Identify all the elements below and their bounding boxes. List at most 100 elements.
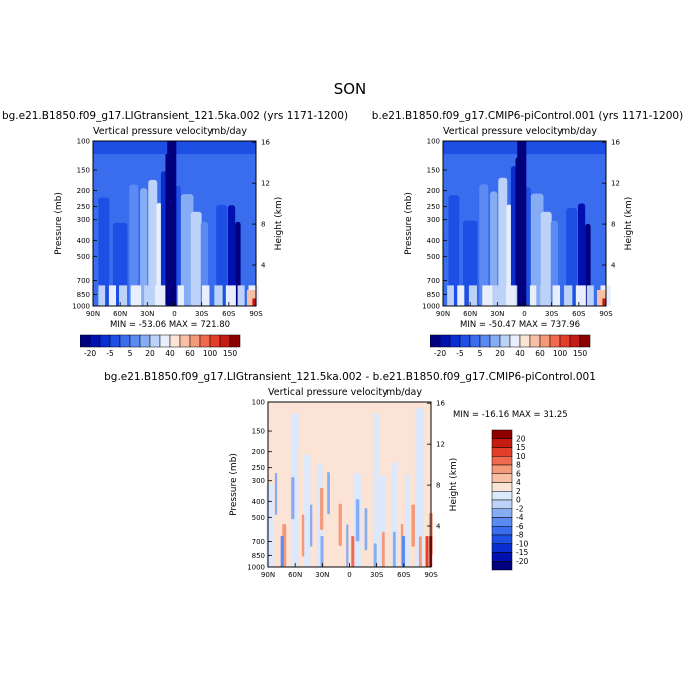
colorbar-box (529, 334, 541, 348)
colorbar-label: 40 (165, 349, 175, 358)
colorbar-box (159, 334, 171, 348)
panel1-units: mb/day (211, 126, 247, 137)
contour-band (290, 413, 299, 567)
panel2-units: mb/day (561, 126, 597, 137)
colorbar-box (491, 482, 513, 492)
colorbar-box (119, 334, 131, 348)
contour-band (320, 487, 324, 530)
y-tick-label: 250 (427, 203, 440, 211)
contour-band (235, 221, 241, 306)
y-tick-label: 500 (77, 253, 90, 261)
contour-band (214, 285, 223, 306)
y-tick-label: 200 (427, 187, 440, 195)
contour-fill-layer (443, 141, 611, 306)
contour-band (346, 524, 349, 567)
colorbar-box (149, 334, 161, 348)
x-tick-label: 30S (370, 571, 384, 579)
contour-band (129, 184, 139, 306)
colorbar-box (80, 334, 91, 348)
x-tick-label: 30S (545, 310, 559, 318)
colorbar-box (169, 334, 181, 348)
y2-tick-label: 8 (611, 221, 615, 229)
contour-band (156, 202, 162, 306)
panel2-contour-plot: 90N 60N 30N 0 30S 60S 90S 100 150 200 250 300 400 500… (404, 138, 634, 319)
contour-band (320, 536, 324, 567)
x-tick-label: 60N (113, 310, 127, 318)
y-tick-label: 300 (252, 477, 265, 485)
contour-band (190, 211, 202, 306)
contour-band (415, 408, 425, 567)
colorbar-label: 150 (223, 349, 238, 358)
contour-band (462, 220, 478, 306)
colorbar-box (559, 334, 571, 348)
contour-band (310, 504, 313, 547)
colorbar-label: 20 (516, 434, 526, 443)
colorbar-label: -20 (84, 349, 96, 358)
panel3-variable-title: Vertical pressure velocity (268, 387, 388, 398)
colorbar-box (129, 334, 141, 348)
colorbar-box (199, 334, 211, 348)
colorbar-label: 20 (495, 349, 505, 358)
contour-band (540, 285, 548, 306)
colorbar-label: 5 (128, 349, 133, 358)
contour-band (338, 503, 342, 546)
x-tick-label: 60S (222, 310, 236, 318)
colorbar-box (539, 334, 551, 348)
contour-band (468, 285, 478, 306)
colorbar-box (491, 464, 513, 474)
x-tick-label: 90N (436, 310, 450, 318)
colorbar-label: 60 (185, 349, 195, 358)
contour-band (112, 222, 128, 306)
colorbar-box (491, 526, 513, 536)
colorbar-box (439, 334, 451, 348)
contour-band (525, 186, 531, 306)
y-tick-label: 500 (252, 514, 265, 522)
contour-band (564, 285, 573, 306)
contour-band (98, 197, 110, 306)
colorbar-label: -2 (516, 504, 524, 513)
contour-band (130, 285, 142, 306)
colorbar-box (491, 543, 513, 553)
panel3-contour-plot: 90N 60N 30N 0 30S 60S 90S 100 150 200 250 300 400 500… (229, 399, 459, 580)
x-tick-label: 60N (288, 571, 302, 579)
contour-band (596, 290, 606, 306)
colorbar-label: 15 (516, 443, 526, 452)
colorbar-label: 10 (516, 452, 526, 461)
colorbar-label: -20 (434, 349, 446, 358)
y-tick-label: 250 (252, 464, 265, 472)
y-tick-label: 400 (77, 237, 90, 245)
contour-band (274, 472, 278, 516)
y-axis-label: Pressure (mb) (54, 192, 64, 255)
contour-band (505, 285, 517, 306)
colorbar-box (179, 334, 191, 348)
colorbar-box (491, 473, 513, 483)
colorbar-box (99, 334, 111, 348)
y-tick-label: 400 (427, 237, 440, 245)
y-tick-label: 400 (252, 498, 265, 506)
panel1-min-max: MIN = -53.06 MAX = 721.80 (110, 320, 231, 330)
colorbar-box (491, 499, 513, 509)
y-tick-label: 850 (252, 552, 265, 560)
contour-band (304, 454, 311, 567)
contour-band (448, 195, 460, 306)
contour-band (108, 285, 117, 306)
contour-band (479, 184, 489, 306)
colorbar-label: 4 (516, 478, 521, 487)
y2-axis-label: Height (km) (274, 197, 284, 251)
contour-band (373, 543, 377, 567)
colorbar-box (219, 334, 231, 348)
y-tick-label: 250 (77, 203, 90, 211)
colorbar-label: 150 (573, 349, 588, 358)
x-tick-label: 30N (315, 571, 329, 579)
y2-tick-label: 8 (436, 482, 440, 490)
y-tick-label: 1000 (422, 303, 440, 311)
contour-band (506, 204, 512, 306)
y-tick-label: 100 (77, 138, 90, 146)
colorbar-box (491, 429, 513, 439)
panel1-case-title: bg.e21.B1850.f09_g17.LIGtransient_121.5k… (1, 110, 349, 122)
y-tick-label: 300 (427, 216, 440, 224)
contour-band (140, 188, 148, 306)
panel2-min-max: MIN = -50.47 MAX = 737.96 (460, 320, 581, 330)
contour-band (286, 413, 291, 567)
